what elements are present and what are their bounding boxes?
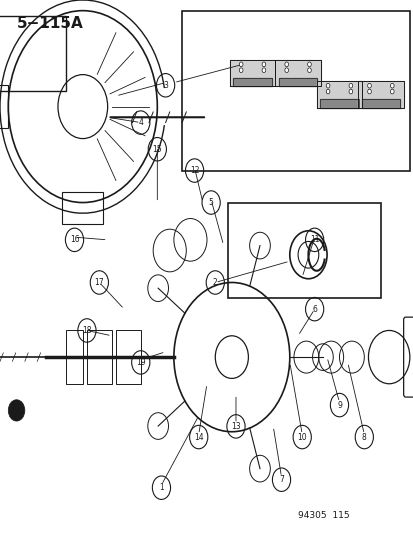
Circle shape bbox=[284, 62, 288, 67]
Circle shape bbox=[239, 62, 242, 67]
Circle shape bbox=[325, 89, 329, 94]
Circle shape bbox=[8, 400, 25, 421]
Polygon shape bbox=[278, 77, 317, 86]
Text: 3: 3 bbox=[163, 81, 168, 90]
Polygon shape bbox=[229, 60, 275, 86]
Text: 7: 7 bbox=[278, 475, 283, 484]
Text: 11: 11 bbox=[309, 236, 318, 244]
Circle shape bbox=[261, 68, 265, 72]
Circle shape bbox=[389, 89, 393, 94]
Circle shape bbox=[389, 83, 393, 88]
Circle shape bbox=[348, 83, 352, 88]
Text: 4: 4 bbox=[138, 118, 143, 127]
Polygon shape bbox=[233, 77, 271, 86]
Text: 14: 14 bbox=[193, 433, 203, 441]
Text: 1: 1 bbox=[159, 483, 164, 492]
Text: 18: 18 bbox=[82, 326, 91, 335]
Text: 16: 16 bbox=[69, 236, 79, 244]
Circle shape bbox=[367, 83, 370, 88]
Circle shape bbox=[367, 89, 370, 94]
Text: 13: 13 bbox=[230, 422, 240, 431]
Text: 5: 5 bbox=[208, 198, 213, 207]
Circle shape bbox=[325, 83, 329, 88]
Circle shape bbox=[261, 62, 265, 67]
Text: 5−115A: 5−115A bbox=[17, 16, 83, 31]
Circle shape bbox=[307, 62, 311, 67]
Text: 6: 6 bbox=[311, 305, 316, 313]
Text: 12: 12 bbox=[190, 166, 199, 175]
Text: 8: 8 bbox=[361, 433, 366, 441]
Polygon shape bbox=[275, 60, 320, 86]
Polygon shape bbox=[319, 99, 358, 108]
Polygon shape bbox=[361, 99, 399, 108]
Text: 15: 15 bbox=[152, 145, 162, 154]
Text: 17: 17 bbox=[94, 278, 104, 287]
Circle shape bbox=[239, 68, 242, 72]
Circle shape bbox=[284, 68, 288, 72]
Polygon shape bbox=[316, 82, 361, 108]
Circle shape bbox=[348, 89, 352, 94]
Text: 19: 19 bbox=[135, 358, 145, 367]
Text: 2: 2 bbox=[212, 278, 217, 287]
Circle shape bbox=[307, 68, 311, 72]
Text: 10: 10 bbox=[297, 433, 306, 441]
Text: 94305  115: 94305 115 bbox=[297, 511, 349, 520]
Polygon shape bbox=[357, 82, 403, 108]
Text: 9: 9 bbox=[336, 401, 341, 409]
